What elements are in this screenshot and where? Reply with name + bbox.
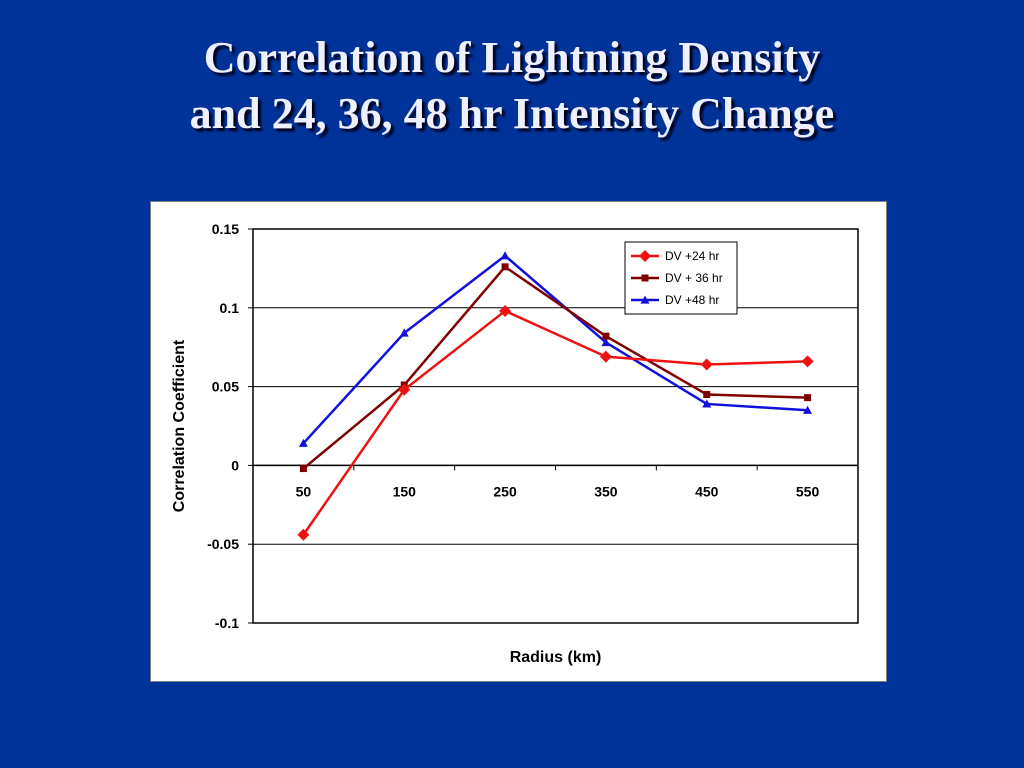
data-point: [599, 350, 612, 363]
data-point: [398, 383, 411, 396]
legend-marker: [640, 295, 650, 304]
data-point: [299, 465, 307, 473]
x-tick-label: 550: [796, 483, 820, 499]
slide-title-line-2: and 24, 36, 48 hr Intensity Change: [189, 89, 835, 138]
y-tick-label: -0.1: [215, 615, 239, 631]
legend-label: DV +48 hr: [665, 293, 719, 307]
data-point: [298, 438, 308, 447]
y-tick-label: 0.05: [212, 379, 239, 395]
x-tick-label: 150: [393, 483, 417, 499]
series-diamond: [297, 304, 814, 541]
data-point: [501, 263, 509, 271]
x-axis-title: Radius (km): [510, 649, 602, 666]
legend: DV +24 hr DV + 36 hr DV +48 hr: [624, 241, 738, 315]
data-point: [702, 399, 712, 408]
y-tick-label: 0.15: [212, 221, 239, 237]
line-chart: 0.150.10.050-0.05-0.1 50 150 250 350 450 550 …: [171, 221, 859, 666]
data-point: [601, 337, 611, 347]
legend-marker: [639, 250, 651, 262]
series-triangle: [298, 251, 813, 447]
series-line: [302, 265, 808, 470]
plot-area: [252, 228, 859, 624]
data-point: [803, 405, 813, 414]
data-point: [804, 394, 812, 402]
data-point: [297, 528, 310, 541]
legend-label: DV +24 hr: [665, 249, 719, 263]
x-tick-label: 350: [594, 483, 618, 499]
y-tick-label: 0.1: [220, 300, 240, 316]
x-tick-label: 250: [493, 483, 517, 499]
data-point: [499, 304, 512, 317]
data-point: [399, 328, 409, 337]
y-tick-label: 0: [231, 457, 239, 473]
series-line: [302, 254, 808, 445]
data-point: [801, 355, 814, 368]
series-layer: [297, 251, 814, 541]
series-line: [302, 309, 808, 536]
y-axis-title: Correlation Coefficient: [171, 339, 188, 512]
x-tick-label: 50: [296, 483, 312, 499]
gridlines: [253, 307, 858, 545]
data-point: [700, 358, 713, 371]
slide-title: Correlation of Lightning Density and 24,…: [0, 30, 1024, 142]
legend-label: DV + 36 hr: [665, 271, 723, 285]
data-point: [703, 390, 711, 398]
legend-marker: [641, 274, 649, 282]
data-point: [602, 332, 610, 340]
x-axis-ticks: 50 150 250 350 450 550: [296, 465, 820, 499]
y-tick-label: -0.05: [207, 536, 239, 552]
chart-frame: 0.15 0.1 0.05 0 -0.05 -0.1 50 150 250 350 450 550 …: [150, 201, 887, 682]
x-tick-label: 450: [695, 483, 719, 499]
y-axis-ticks: 0.15 0.1 0.05 0 -0.05 -0.1: [207, 221, 253, 631]
data-point: [500, 251, 510, 260]
slide-title-line-1: Correlation of Lightning Density: [203, 33, 821, 82]
